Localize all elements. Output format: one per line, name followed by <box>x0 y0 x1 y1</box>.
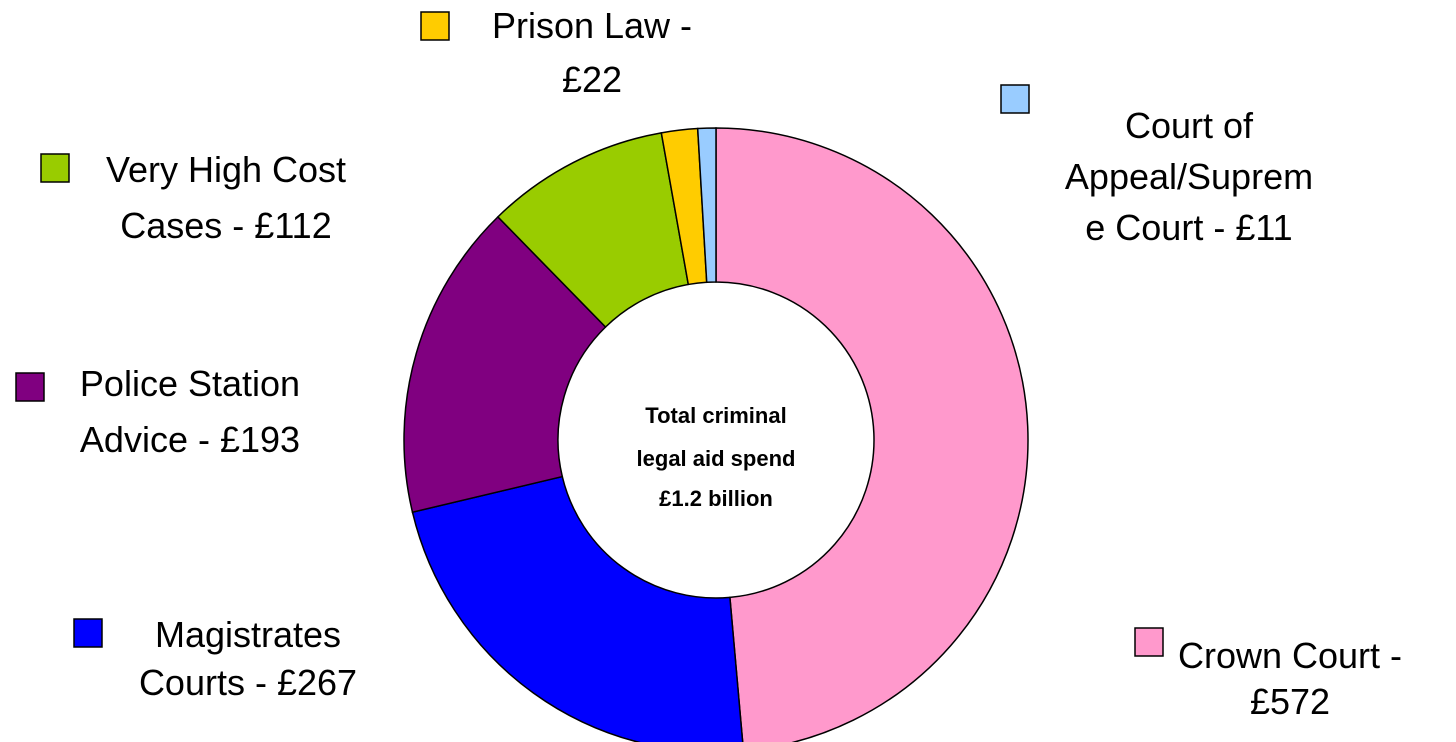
label-text-court-of-appeal-supreme-court-1: Court of <box>1125 105 1254 146</box>
label-text-crown-court-2: £572 <box>1250 681 1330 722</box>
slice-court-of-appeal-supreme-court <box>696 127 717 284</box>
label-text-prison-law-2: £22 <box>562 59 622 100</box>
label-text-crown-court-1: Crown Court - <box>1178 635 1402 676</box>
legend-swatch-prison-law <box>420 11 450 41</box>
label-text-police-station-advice-2: Advice - £193 <box>80 419 300 460</box>
legend-swatch-magistrates-courts <box>73 618 103 648</box>
label-text-court-of-appeal-supreme-court-3: e Court - £11 <box>1085 207 1292 248</box>
label-very-high-cost-cases: Very High Cost Cases - £112 <box>40 149 346 246</box>
label-magistrates-courts: Magistrates Courts - £267 <box>73 614 357 703</box>
slice-labels: Crown Court - £572 Magistrates Courts - £26… <box>15 5 1402 722</box>
label-prison-law: Prison Law - £22 <box>420 5 692 100</box>
label-text-very-high-cost-cases-1: Very High Cost <box>106 149 346 190</box>
label-police-station-advice: Police Station Advice - £193 <box>15 363 300 460</box>
legend-swatch-court-of-appeal-supreme-court <box>1000 84 1030 114</box>
legend-swatch-crown-court <box>1134 627 1164 657</box>
chart-slices <box>403 127 1029 742</box>
label-text-magistrates-courts-1: Magistrates <box>155 614 341 655</box>
label-court-of-appeal-supreme-court: Court of Appeal/Suprem e Court - £11 <box>1000 84 1313 248</box>
center-text-line-1: Total criminal <box>645 403 786 428</box>
label-text-very-high-cost-cases-2: Cases - £112 <box>120 205 331 246</box>
center-text-line-2: legal aid spend <box>637 446 796 471</box>
legend-swatch-very-high-cost-cases <box>40 153 70 183</box>
slice-magistrates-courts <box>411 475 744 742</box>
label-text-prison-law-1: Prison Law - <box>492 5 692 46</box>
label-text-court-of-appeal-supreme-court-2: Appeal/Suprem <box>1065 156 1313 197</box>
label-text-magistrates-courts-2: Courts - £267 <box>139 662 357 703</box>
chart-center-label: Total criminal legal aid spend £1.2 bill… <box>637 403 796 511</box>
label-crown-court: Crown Court - £572 <box>1134 627 1402 722</box>
slice-crown-court <box>715 127 1029 742</box>
center-text-line-3: £1.2 billion <box>659 486 773 511</box>
label-text-police-station-advice-1: Police Station <box>80 363 300 404</box>
slice-police-station-advice <box>403 215 607 514</box>
legend-swatch-police-station-advice <box>15 372 45 402</box>
